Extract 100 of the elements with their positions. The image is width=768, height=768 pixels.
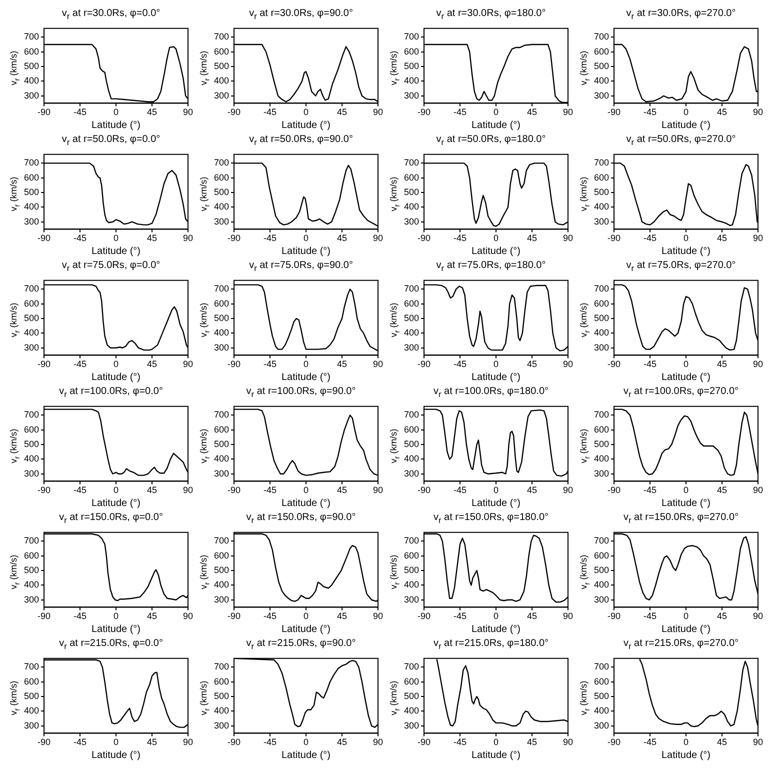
x-tick-label: 90	[372, 233, 384, 244]
x-tick-label: 0	[114, 359, 119, 370]
x-tick-label: -90	[418, 485, 431, 496]
y-tick-label: 300	[24, 90, 40, 100]
y-tick-label: 400	[24, 202, 40, 212]
chart-title: v$_{r}$ at r=50.0Rs, φ=180.0°	[435, 134, 547, 147]
x-tick-label: -90	[418, 737, 431, 748]
y-tick-label: 500	[214, 187, 230, 198]
y-tick-label: 600	[24, 46, 40, 56]
x-tick-label: 0	[304, 611, 309, 622]
x-tick-label: 0	[494, 359, 499, 370]
x-tick-label: 45	[146, 107, 158, 118]
x-tick-label: 0	[494, 485, 499, 496]
x-tick-label: 45	[716, 611, 728, 622]
y-tick-label: 500	[24, 61, 40, 72]
x-tick-label: 45	[716, 737, 728, 748]
x-tick-label: -90	[228, 485, 241, 496]
chart-title: v$_{r}$ at r=100.0Rs, φ=0.0°	[58, 386, 164, 399]
y-tick-label: 500	[404, 691, 420, 702]
y-tick-label: 700	[594, 536, 610, 546]
x-tick-label: 0	[494, 107, 499, 118]
x-tick-label: -45	[74, 611, 87, 622]
y-tick-label: 500	[24, 691, 40, 702]
x-tick-label: 90	[752, 107, 764, 118]
x-tick-label: 0	[114, 737, 119, 748]
y-tick-label: 600	[24, 298, 40, 308]
x-axis-title: Latitude (°)	[661, 120, 711, 131]
x-tick-label: -90	[418, 359, 431, 370]
y-tick-label: 600	[594, 424, 610, 434]
y-tick-label: 400	[24, 454, 40, 464]
y-tick-label: 400	[214, 328, 230, 338]
x-tick-label: -45	[644, 107, 657, 118]
x-tick-label: 90	[182, 611, 194, 622]
x-tick-label: -45	[454, 611, 467, 622]
y-tick-label: 300	[24, 342, 40, 352]
x-tick-label: -90	[38, 233, 51, 244]
x-tick-label: -90	[608, 611, 621, 622]
x-axis-title: Latitude (°)	[471, 498, 521, 509]
x-tick-label: -45	[74, 233, 87, 244]
y-tick-label: 700	[24, 662, 40, 672]
x-axis-title: Latitude (°)	[281, 498, 331, 509]
y-tick-label: 600	[404, 172, 420, 182]
x-tick-label: 90	[372, 611, 384, 622]
y-tick-label: 500	[214, 61, 230, 72]
y-tick-label: 500	[594, 313, 610, 324]
x-axis-title: Latitude (°)	[471, 372, 521, 383]
y-tick-label: 600	[214, 424, 230, 434]
y-tick-label: 400	[214, 454, 230, 464]
y-tick-label: 700	[24, 536, 40, 546]
x-tick-label: 90	[182, 737, 194, 748]
x-tick-label: 45	[146, 611, 158, 622]
x-tick-label: -45	[644, 485, 657, 496]
x-tick-label: -90	[228, 107, 241, 118]
y-tick-label: 300	[214, 216, 230, 226]
y-tick-label: 700	[404, 536, 420, 546]
y-tick-label: 400	[594, 706, 610, 716]
y-tick-label: 500	[594, 565, 610, 576]
x-tick-label: -90	[38, 485, 51, 496]
y-tick-label: 300	[214, 594, 230, 604]
x-tick-label: -45	[264, 737, 277, 748]
x-tick-label: -45	[264, 485, 277, 496]
y-tick-label: 700	[24, 158, 40, 168]
y-tick-label: 300	[404, 468, 420, 478]
x-tick-label: 45	[336, 485, 348, 496]
x-tick-label: -90	[38, 737, 51, 748]
y-tick-label: 300	[24, 594, 40, 604]
chart-title: v$_{r}$ at r=50.0Rs, φ=90.0°	[248, 134, 354, 147]
x-axis-title: Latitude (°)	[661, 750, 711, 761]
y-tick-label: 400	[594, 580, 610, 590]
x-tick-label: -45	[644, 359, 657, 370]
y-tick-label: 400	[594, 454, 610, 464]
x-tick-label: 45	[526, 107, 538, 118]
x-tick-label: 90	[182, 107, 194, 118]
y-tick-label: 300	[24, 216, 40, 226]
y-tick-label: 300	[214, 342, 230, 352]
y-tick-label: 600	[594, 676, 610, 686]
x-tick-label: 90	[562, 359, 574, 370]
x-tick-label: 45	[716, 233, 728, 244]
x-tick-label: 45	[336, 233, 348, 244]
y-tick-label: 400	[214, 706, 230, 716]
x-tick-label: 45	[716, 485, 728, 496]
y-tick-label: 300	[24, 468, 40, 478]
x-tick-label: -45	[264, 611, 277, 622]
y-tick-label: 500	[214, 439, 230, 450]
chart-title: v$_{r}$ at r=30.0Rs, φ=0.0°	[60, 8, 162, 21]
x-tick-label: 45	[526, 611, 538, 622]
x-tick-label: 0	[494, 611, 499, 622]
y-tick-label: 500	[24, 187, 40, 198]
y-tick-label: 700	[594, 158, 610, 168]
x-axis-title: Latitude (°)	[91, 120, 141, 131]
chart-title: v$_{r}$ at r=100.0Rs, φ=90.0°	[245, 386, 357, 399]
x-tick-label: -90	[38, 359, 51, 370]
x-tick-label: 0	[684, 737, 689, 748]
x-tick-label: 90	[372, 359, 384, 370]
chart-title: v$_{r}$ at r=150.0Rs, φ=0.0°	[58, 512, 164, 525]
y-tick-label: 600	[214, 550, 230, 560]
x-tick-label: 90	[562, 737, 574, 748]
y-tick-label: 600	[214, 676, 230, 686]
x-tick-label: -45	[454, 359, 467, 370]
x-tick-label: 0	[114, 611, 119, 622]
